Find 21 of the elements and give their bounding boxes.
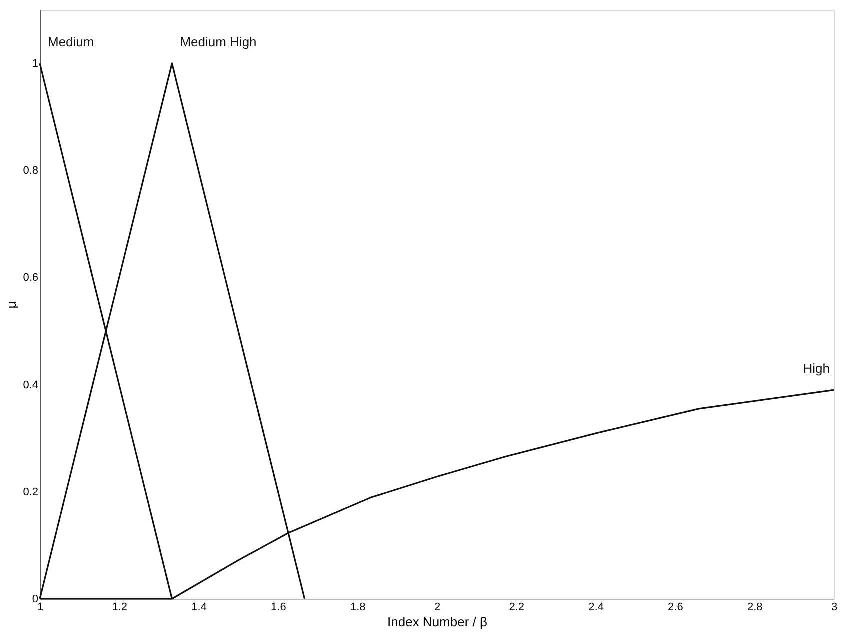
x-tick-label: 3 [831, 602, 838, 614]
y-axis-title: μ [4, 301, 20, 309]
y-tick-label: 0.8 [23, 165, 38, 178]
x-tick-label: 2.8 [747, 602, 763, 614]
y-tick-label: 0 [32, 594, 38, 606]
y-tick-label: 0.2 [23, 486, 38, 498]
series-label: High [803, 361, 830, 376]
x-axis-title: Index Number / β [388, 614, 488, 630]
series-label: Medium [48, 34, 94, 50]
x-tick-label: 2 [434, 602, 441, 614]
x-tick-label: 1.8 [350, 602, 366, 614]
y-tick-label: 1 [32, 58, 38, 70]
x-tick-label: 2.6 [668, 602, 684, 614]
x-tick-label: 1.6 [271, 602, 286, 614]
x-tick-label: 2.2 [509, 602, 525, 614]
y-tick-label: 0.4 [23, 379, 38, 392]
x-tick-label: 2.4 [588, 602, 604, 614]
series-label: Medium High [180, 34, 257, 50]
x-tick-label: 1.2 [112, 602, 128, 614]
y-tick-label: 0.6 [23, 272, 38, 284]
x-tick-label: 1.4 [192, 602, 207, 614]
